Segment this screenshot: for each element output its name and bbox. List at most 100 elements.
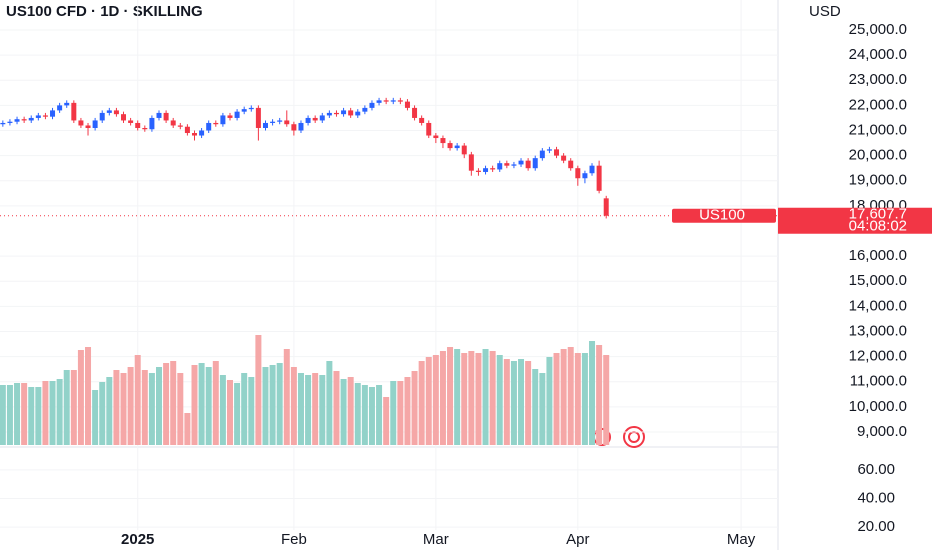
y-tick-label: 20.00 [857, 518, 895, 535]
volume-bar [283, 349, 290, 445]
volume-bar [404, 377, 411, 445]
volume-bar [226, 380, 233, 445]
candle-body [50, 110, 56, 117]
candle-body [277, 120, 283, 122]
volume-bar [333, 371, 340, 445]
volume-bar [596, 345, 603, 445]
candle-body [78, 120, 84, 126]
volume-bar [439, 351, 446, 445]
volume-bar [219, 375, 226, 445]
candles [0, 97, 610, 445]
candle-body [213, 122, 219, 125]
volume-bar [28, 387, 35, 445]
candle-body [333, 112, 339, 115]
volume-bar [35, 387, 42, 445]
candle-body [397, 100, 403, 102]
candle-body [539, 150, 545, 159]
y-tick-label: 19,000.0 [849, 172, 907, 189]
symbol-tag: US100 [699, 207, 745, 224]
x-tick-label: May [727, 531, 756, 548]
y-tick-label: 20,000.0 [849, 147, 907, 164]
volume-bar [21, 383, 28, 445]
volume-bar [347, 377, 354, 445]
candle-body [326, 112, 332, 116]
candle-body [42, 115, 48, 117]
volume-bar [432, 355, 439, 445]
candle-body [234, 111, 240, 118]
y-tick-label: 21,000.0 [849, 121, 907, 138]
candle-body [546, 149, 552, 151]
volume-bar [113, 370, 120, 445]
candle-body [241, 109, 247, 112]
candle-body [525, 160, 531, 169]
symbol-tag-bg [672, 208, 776, 223]
volume-bar [518, 359, 525, 445]
candle-body [262, 122, 268, 128]
candle-body [14, 119, 20, 122]
volume-bar [539, 373, 546, 445]
volume-bar [0, 385, 6, 445]
candle-body [589, 165, 595, 174]
candle-body [99, 112, 105, 121]
candle-body [35, 115, 41, 118]
volume-bar [255, 335, 262, 445]
candle-body [192, 133, 197, 136]
candle-body [419, 117, 425, 123]
candle-body [440, 138, 446, 144]
candle-body [156, 112, 162, 118]
y-tick-label: 10,000.0 [849, 398, 907, 415]
candle-body [284, 120, 290, 125]
volume-bar [589, 341, 596, 445]
candle-body [113, 110, 119, 115]
candle-body [248, 107, 254, 110]
candle-body [426, 122, 432, 136]
candle-body [227, 115, 233, 118]
y-tick-label: 23,000.0 [849, 71, 907, 88]
volume-bar [376, 385, 383, 445]
candle-body [121, 114, 127, 121]
countdown: 04:08:02 [849, 218, 907, 235]
volume-bar [92, 390, 99, 445]
volume-bar [148, 373, 155, 445]
candle-body [383, 100, 389, 102]
candle-body [412, 107, 418, 118]
y-tick-label: 12,000.0 [849, 348, 907, 365]
x-tick-label: Apr [566, 531, 589, 548]
candle-body [163, 112, 169, 121]
volume-bar [177, 373, 184, 445]
candle-body [603, 198, 609, 216]
chart-title: US100 CFD · 1D · SKILLING [6, 3, 203, 20]
volume-bar [468, 351, 475, 445]
last-price-label: 17,607.7 [849, 206, 907, 223]
volume-bar [127, 367, 134, 445]
volume-bar [6, 385, 13, 445]
volume-bar [418, 361, 425, 445]
volume-bar [262, 367, 269, 445]
candle-body [21, 119, 27, 121]
volume-bar [447, 347, 454, 445]
y-tick-label: 25,000.0 [849, 21, 907, 38]
x-tick-label: Mar [423, 531, 449, 548]
candle-body [206, 122, 212, 131]
volume-bar [198, 363, 205, 445]
candle-body [7, 121, 13, 123]
volume-bar [297, 373, 304, 445]
candle-body [128, 120, 134, 123]
candle-body [142, 127, 148, 130]
x-tick-label: 2025 [121, 531, 154, 548]
volume-bar [70, 370, 77, 445]
volume-bar [510, 361, 517, 445]
candle-body [57, 105, 63, 111]
volume-bar [14, 383, 21, 445]
candle-body [433, 135, 439, 139]
volume-bar [134, 355, 141, 445]
candle-body [369, 102, 375, 108]
candle-body [454, 145, 460, 149]
volume-bar [411, 371, 418, 445]
volume-bar [525, 361, 532, 445]
candle-body [390, 100, 396, 102]
volume-bar [163, 363, 170, 445]
volume-bar [205, 367, 212, 445]
candle-body [85, 125, 91, 128]
volume-bar [234, 383, 241, 445]
